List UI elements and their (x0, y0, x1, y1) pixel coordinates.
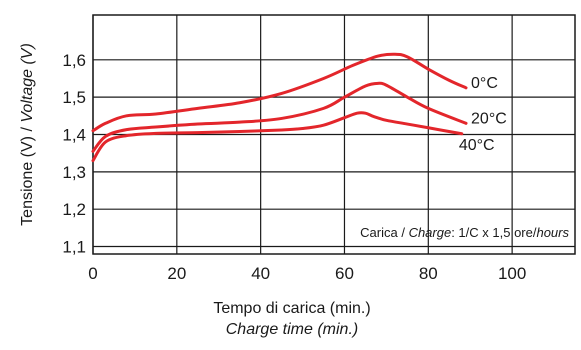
y-tick-label-5: 1,6 (62, 51, 86, 70)
x-axis-label-secondary: Charge time (min.) (226, 321, 358, 338)
y-axis-label-secondary: Voltage (V) (19, 43, 36, 122)
charge-rate-annotation: Carica / Charge: 1/C x 1,5 ore/hours (360, 225, 569, 240)
y-tick-label-0: 1,1 (62, 238, 86, 257)
x-tick-label-3: 60 (335, 264, 354, 283)
tick-label-layer: 0 20 40 60 80 100 1,1 1,2 1,3 1,4 1,5 1,6 (62, 51, 526, 283)
annotation-part-3: hours (536, 225, 569, 240)
x-axis-label: Tempo di carica (min.) (213, 300, 370, 317)
x-tick-label-2: 40 (251, 264, 270, 283)
annotation-part-0: Carica / (360, 225, 408, 240)
y-tick-label-2: 1,3 (62, 163, 86, 182)
x-tick-label-5: 100 (498, 264, 526, 283)
y-axis-label-primary: Tensione (V) (19, 136, 36, 226)
x-tick-label-1: 20 (167, 264, 186, 283)
series-line-1 (91, 81, 468, 153)
plot-area-frame (92, 14, 576, 255)
y-axis-label: Tensione (V) / Voltage (V) (19, 43, 36, 226)
y-tick-label-4: 1,5 (62, 88, 86, 107)
y-axis-label-separator: / (19, 123, 36, 136)
series-line-0 (91, 52, 468, 133)
series-line-2 (91, 111, 464, 163)
series-label-2: 40°C (459, 137, 495, 154)
x-tick-label-4: 80 (419, 264, 438, 283)
series-layer (91, 52, 468, 163)
series-label-1: 20°C (471, 110, 507, 127)
series-label-layer: 0°C 20°C 40°C (459, 75, 507, 154)
y-tick-label-1: 1,2 (62, 200, 86, 219)
x-tick-label-0: 0 (88, 264, 97, 283)
annotation-part-2: : 1/C x 1,5 ore/ (451, 225, 537, 240)
grid-layer (92, 15, 575, 254)
series-label-0: 0°C (471, 75, 498, 92)
y-tick-label-3: 1,4 (62, 126, 86, 145)
annotation-part-1: Charge (409, 225, 452, 240)
